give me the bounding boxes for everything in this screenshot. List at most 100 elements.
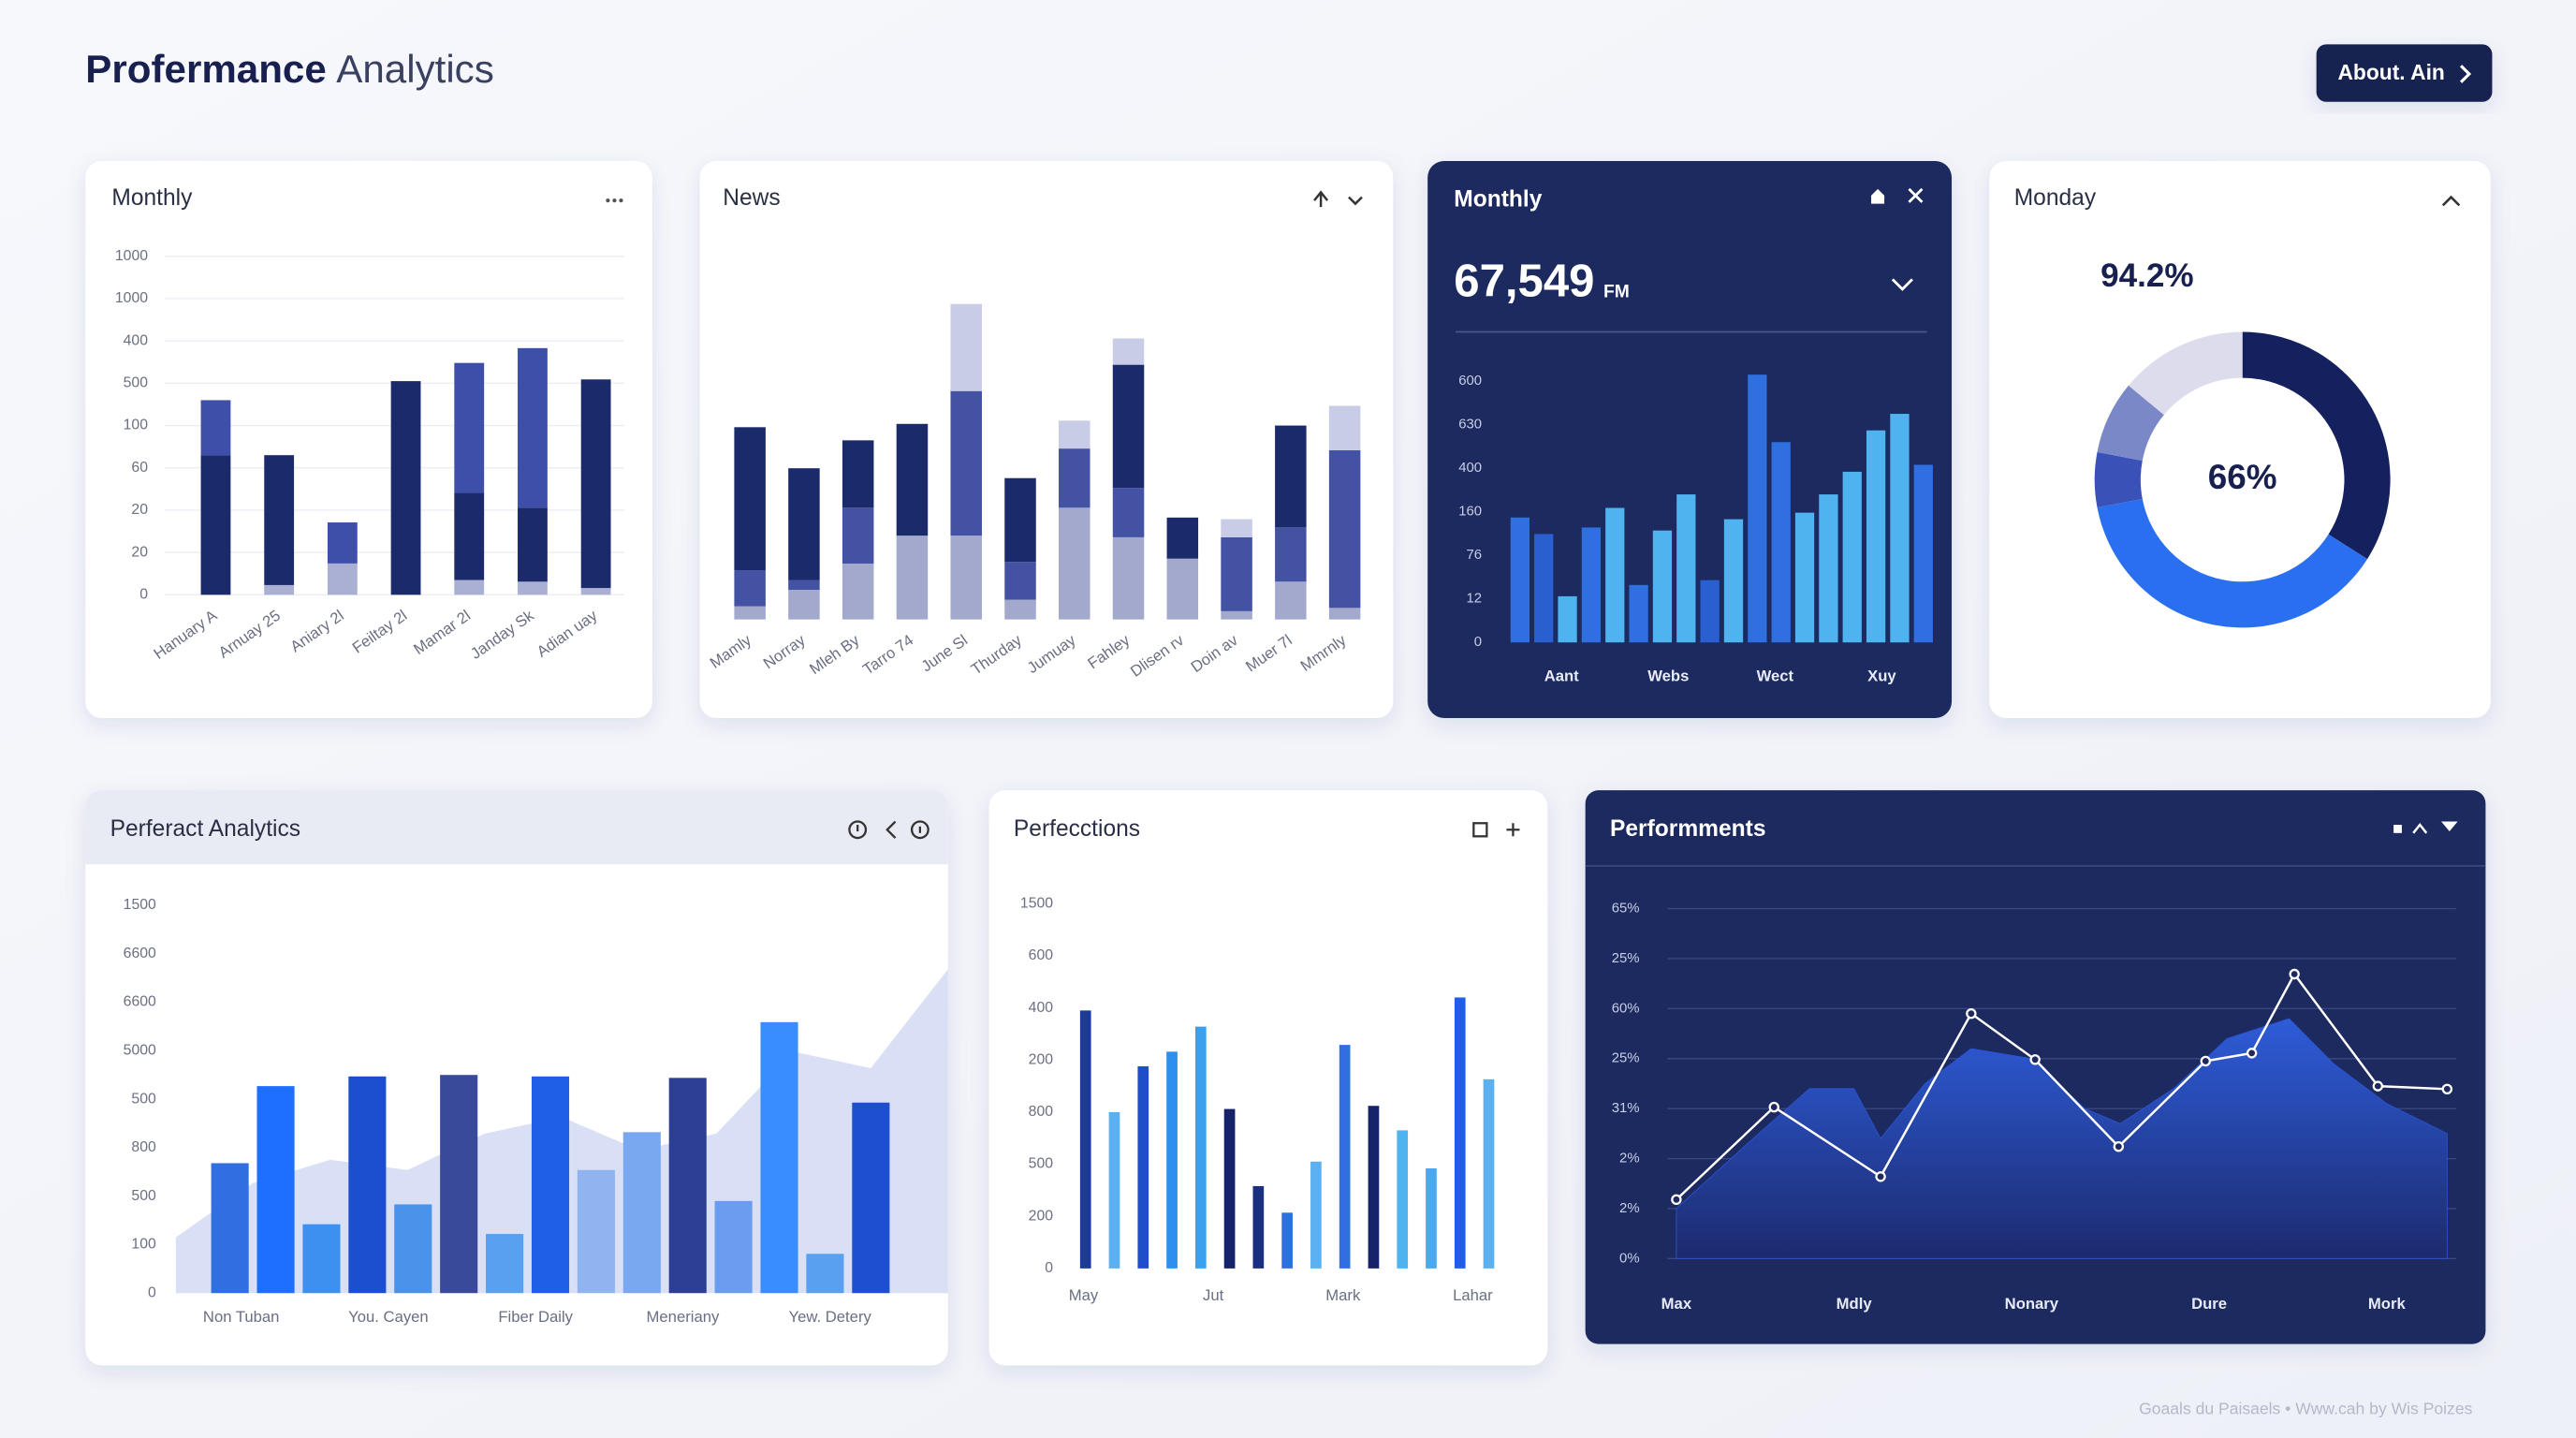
bar-segment <box>896 536 929 620</box>
bar-segment <box>1221 536 1252 611</box>
bar-segment <box>842 507 874 564</box>
y-tick-label: 160 <box>1458 505 1482 520</box>
button-bg[interactable] <box>2316 44 2493 102</box>
bar-segment <box>950 390 982 536</box>
bar-segment <box>200 400 231 456</box>
bar <box>1194 1026 1207 1269</box>
y-tick-label: 1000 <box>115 248 148 264</box>
bar-segment <box>1112 338 1145 365</box>
bar-segment <box>842 440 874 508</box>
bar-segment <box>454 492 485 580</box>
x-tick-label: Meneriany <box>647 1308 720 1326</box>
dark-header-icons[interactable] <box>2393 821 2458 834</box>
center-label: 66% <box>2208 458 2277 496</box>
bar <box>1771 442 1791 643</box>
bar <box>668 1078 707 1294</box>
bar <box>1629 584 1648 643</box>
point <box>2372 1080 2384 1092</box>
bar <box>1676 494 1696 643</box>
chevron-icon[interactable] <box>2459 65 2472 83</box>
x-tick-label: Nonary <box>2005 1295 2059 1313</box>
x-tick-label: Lahar <box>1453 1286 1493 1304</box>
y-tick-label: 60 <box>131 460 148 476</box>
bar <box>806 1254 844 1294</box>
menu-icon[interactable] <box>606 198 623 203</box>
card-title: Monday <box>2014 185 2097 211</box>
bar-segment <box>1221 519 1252 537</box>
y-tick-label: 400 <box>1458 461 1482 476</box>
bar-segment <box>580 588 611 595</box>
bar-segment <box>454 362 485 493</box>
card-title: Monthly <box>111 185 193 211</box>
y-tick-label: 500 <box>131 1091 156 1107</box>
y-tick-label: 800 <box>1029 1104 1054 1120</box>
x-tick-label: Wect <box>1757 667 1794 684</box>
bar-segment <box>1221 610 1252 620</box>
bar-segment <box>1059 420 1090 449</box>
bar <box>1794 512 1815 643</box>
bar-segment <box>264 584 295 595</box>
bar-segment <box>1004 599 1036 620</box>
x-tick-label: Dure <box>2191 1295 2227 1313</box>
header-icons[interactable] <box>848 820 1520 840</box>
x-tick-label: Mdly <box>1837 1295 1873 1313</box>
about-button[interactable]: About. Ain <box>2316 44 2493 102</box>
bar-segment <box>454 580 485 595</box>
x-tick-label: Webs <box>1647 667 1689 684</box>
bar <box>348 1076 387 1294</box>
button-label[interactable]: About. Ain <box>2337 60 2444 84</box>
bar <box>1368 1106 1380 1269</box>
point <box>1671 1194 1682 1206</box>
y-tick-label: 60% <box>1612 1001 1640 1016</box>
y-tick-label: 200 <box>1029 1051 1054 1067</box>
y-tick-label: 200 <box>1029 1208 1054 1224</box>
donut-slice <box>2097 385 2164 462</box>
y-tick-label: 630 <box>1458 418 1482 433</box>
card-title: Perferact Analytics <box>110 816 300 842</box>
y-tick-label: 600 <box>1029 947 1054 963</box>
bar <box>1700 580 1720 643</box>
bar-segment <box>1166 517 1199 559</box>
bar-segment <box>896 423 929 536</box>
donut-slice <box>2097 498 2368 628</box>
x-tick-label: Non Tuban <box>203 1308 279 1326</box>
point <box>1768 1101 1779 1113</box>
bar-segment <box>518 347 548 508</box>
x-tick-label: Fiber Daily <box>498 1308 573 1326</box>
bar <box>1510 517 1530 643</box>
bar-segment <box>1004 562 1036 600</box>
bar-segment <box>327 522 358 564</box>
card <box>1989 160 2491 718</box>
bar-segment <box>1166 558 1199 620</box>
bar-segment <box>842 563 874 620</box>
card-icons[interactable] <box>1871 187 1924 291</box>
collapse-icon[interactable] <box>2441 195 2461 207</box>
bar-segment <box>1059 507 1090 620</box>
point <box>2441 1083 2453 1095</box>
bar-segment <box>1328 405 1361 450</box>
bar <box>1748 374 1767 643</box>
y-tick-label: 400 <box>124 332 149 348</box>
bar <box>1652 530 1673 643</box>
bar-segment <box>518 507 548 582</box>
card <box>988 790 1548 1366</box>
bar <box>577 1169 615 1294</box>
bar-segment <box>1275 581 1307 620</box>
bar <box>486 1234 524 1294</box>
x-tick-label: Jut <box>1203 1286 1224 1304</box>
card-title: Perfecctions <box>1014 816 1140 842</box>
bar <box>256 1086 295 1294</box>
y-tick-label: 1000 <box>115 290 148 306</box>
bar <box>1397 1130 1409 1269</box>
y-tick-label: 20 <box>131 502 148 518</box>
sort-icons[interactable] <box>1313 190 1363 208</box>
bar <box>1223 1108 1236 1269</box>
point <box>1966 1007 1977 1020</box>
bar-segment <box>580 379 611 589</box>
bar-segment <box>200 455 231 595</box>
bar-segment <box>950 303 982 391</box>
bar <box>1842 471 1862 643</box>
bar-segment <box>1059 448 1090 508</box>
bar <box>440 1075 478 1294</box>
bar-segment <box>1004 477 1036 563</box>
